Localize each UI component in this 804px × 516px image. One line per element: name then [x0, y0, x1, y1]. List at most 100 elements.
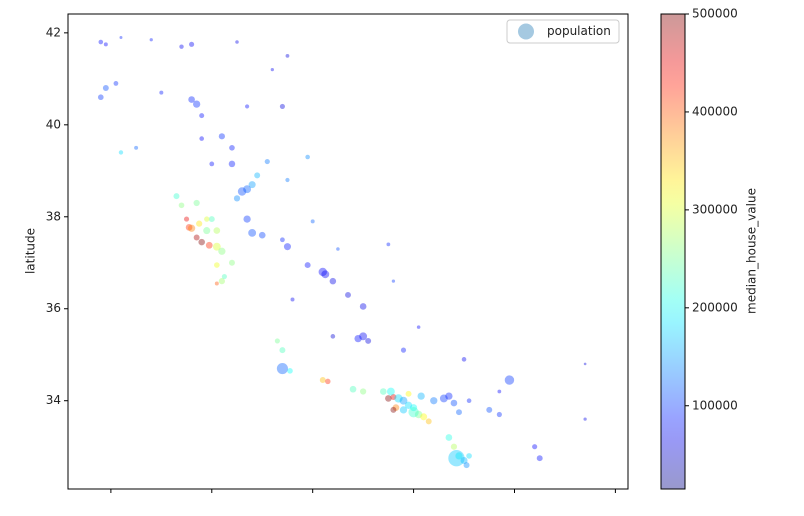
- point: [408, 407, 419, 418]
- point: [336, 247, 340, 251]
- point: [228, 160, 236, 168]
- colorbar-tick-label: 100000: [692, 398, 738, 412]
- point: [463, 462, 470, 469]
- point: [254, 172, 261, 179]
- point: [279, 103, 285, 110]
- y-tick-label: 42: [46, 25, 61, 39]
- point: [305, 154, 310, 160]
- point: [461, 357, 467, 362]
- point: [496, 411, 502, 418]
- point: [264, 159, 270, 165]
- point: [400, 347, 407, 353]
- point: [276, 362, 288, 375]
- point: [258, 231, 266, 239]
- point: [345, 291, 351, 298]
- point: [430, 397, 438, 405]
- point: [97, 94, 104, 101]
- point: [118, 150, 124, 155]
- point: [283, 243, 291, 251]
- point: [445, 392, 453, 400]
- point: [456, 409, 462, 416]
- point: [583, 417, 587, 421]
- point: [360, 388, 367, 395]
- point: [359, 332, 368, 341]
- point: [119, 35, 123, 39]
- point: [330, 334, 336, 339]
- point: [203, 227, 211, 235]
- point: [390, 394, 397, 401]
- point: [290, 297, 295, 302]
- point: [149, 38, 153, 42]
- point: [213, 227, 221, 234]
- legend-marker: [518, 23, 534, 40]
- point: [310, 219, 315, 224]
- point: [321, 270, 330, 279]
- point: [103, 42, 108, 47]
- point: [405, 390, 412, 397]
- point: [392, 404, 400, 411]
- point: [214, 281, 219, 286]
- point: [218, 278, 225, 285]
- point: [287, 368, 293, 374]
- point: [439, 394, 448, 403]
- colorbar-tick-label: 300000: [692, 202, 738, 216]
- point: [229, 144, 235, 151]
- point: [173, 193, 180, 200]
- colorbar-tick-label: 500000: [692, 7, 738, 21]
- point: [416, 325, 421, 329]
- point: [460, 456, 468, 465]
- point: [218, 247, 226, 255]
- point: [228, 259, 235, 266]
- point: [394, 394, 403, 403]
- point: [410, 404, 418, 412]
- colorbar-tick-label: 400000: [692, 104, 738, 118]
- point: [417, 392, 425, 400]
- point: [285, 53, 290, 58]
- point: [448, 450, 465, 467]
- point: [193, 100, 201, 108]
- point: [193, 199, 200, 207]
- point: [319, 377, 326, 383]
- point: [244, 104, 250, 109]
- point: [329, 277, 337, 285]
- point: [466, 453, 472, 459]
- y-tick-label: 36: [46, 301, 61, 315]
- point: [243, 215, 251, 223]
- point: [359, 303, 367, 310]
- point: [390, 406, 397, 413]
- point: [385, 395, 392, 402]
- colorbar-label: median_house_value: [745, 188, 759, 314]
- point: [445, 434, 453, 441]
- y-tick-label: 34: [46, 393, 61, 407]
- points: [97, 35, 587, 469]
- point: [425, 418, 432, 425]
- legend-label: population: [547, 24, 611, 38]
- point: [455, 452, 463, 460]
- point: [198, 238, 205, 246]
- point: [404, 401, 413, 409]
- point: [134, 145, 139, 150]
- point: [399, 406, 408, 414]
- point: [391, 279, 396, 283]
- point: [379, 388, 387, 395]
- point: [497, 389, 502, 394]
- legend-box: [506, 19, 620, 44]
- point: [354, 334, 362, 343]
- point: [208, 216, 215, 223]
- point: [420, 413, 428, 421]
- point: [212, 242, 221, 251]
- point: [280, 237, 285, 243]
- point: [102, 85, 109, 92]
- point: [318, 267, 327, 277]
- point: [504, 375, 515, 385]
- y-tick-label: 40: [46, 117, 61, 131]
- point: [279, 347, 286, 354]
- point: [235, 40, 239, 44]
- point: [204, 216, 210, 222]
- point: [214, 262, 220, 268]
- point: [233, 195, 241, 202]
- point: [113, 81, 119, 86]
- point: [248, 181, 256, 189]
- point: [237, 187, 247, 196]
- point: [274, 338, 280, 344]
